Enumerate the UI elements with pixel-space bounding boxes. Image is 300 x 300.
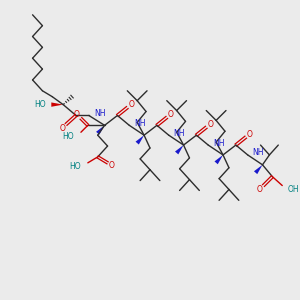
Text: NH: NH [174,129,185,138]
Text: NH: NH [134,119,146,128]
Text: O: O [256,185,262,194]
Polygon shape [175,145,184,154]
Polygon shape [136,135,144,145]
Text: O: O [109,161,115,170]
Polygon shape [51,102,63,107]
Text: O: O [207,120,213,129]
Text: OH: OH [287,185,299,194]
Text: O: O [59,124,65,133]
Polygon shape [254,165,262,174]
Text: HO: HO [34,100,45,109]
Text: HO: HO [69,162,81,171]
Text: O: O [74,110,80,119]
Polygon shape [214,155,223,164]
Text: NH: NH [213,139,225,148]
Text: NH: NH [94,109,105,118]
Text: O: O [168,110,174,119]
Text: HO: HO [62,132,74,141]
Text: NH: NH [253,148,264,158]
Text: O: O [247,130,253,139]
Text: O: O [128,100,134,109]
Polygon shape [96,125,105,135]
